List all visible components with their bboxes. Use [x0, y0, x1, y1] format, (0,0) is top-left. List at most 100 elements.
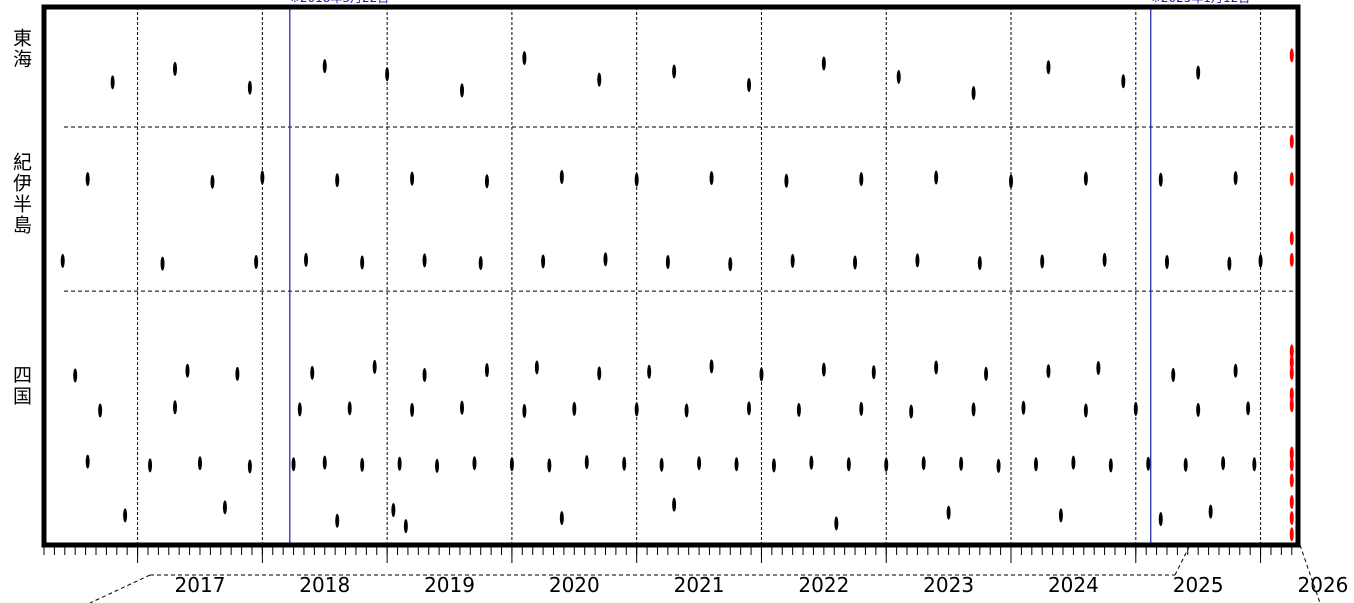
- tremor-point: [1183, 457, 1188, 472]
- tremor-point: [790, 253, 795, 268]
- tremor-point: [1289, 527, 1294, 542]
- tremor-point: [746, 78, 751, 93]
- tremor-point: [385, 67, 390, 82]
- tremor-point: [934, 360, 939, 375]
- tremor-point: [746, 401, 751, 416]
- region-label: 東海: [10, 28, 32, 70]
- tremor-point: [672, 64, 677, 79]
- region-label: 紀伊半島: [10, 152, 32, 236]
- tremor-point: [915, 253, 920, 268]
- tremor-point: [335, 513, 340, 528]
- tremor-point: [160, 256, 165, 271]
- tremor-point: [1046, 364, 1051, 379]
- tremor-point: [85, 172, 90, 187]
- tremor-point: [335, 173, 340, 188]
- tremor-point: [1083, 171, 1088, 186]
- x-tick-label: 2024: [1048, 573, 1099, 597]
- tremor-point: [821, 362, 826, 377]
- tremor-point: [1121, 74, 1126, 89]
- tremor-point: [1158, 512, 1163, 527]
- x-tick-label: 2019: [424, 573, 475, 597]
- tremor-point: [1171, 367, 1176, 382]
- tremor-point: [1246, 401, 1251, 416]
- tremor-point: [1033, 457, 1038, 472]
- tremor-point: [1046, 60, 1051, 75]
- tremor-point: [422, 367, 427, 382]
- tremor-point: [859, 172, 864, 187]
- tremor-point: [1071, 455, 1076, 470]
- tremor-point: [297, 402, 302, 417]
- tremor-point: [522, 404, 527, 419]
- tremor-point: [347, 401, 352, 416]
- tremor-point: [1021, 400, 1026, 415]
- x-tick-label: 2022: [798, 573, 849, 597]
- tremor-point: [977, 256, 982, 271]
- tremor-point: [859, 401, 864, 416]
- tremor-point: [959, 456, 964, 471]
- tremor-point: [934, 170, 939, 185]
- tremor-point: [460, 400, 464, 415]
- tremor-point: [397, 456, 402, 471]
- tremor-point: [634, 402, 639, 417]
- x-tick-label: 2018: [299, 573, 350, 597]
- tremor-point: [210, 174, 215, 189]
- tremor-point: [1289, 473, 1294, 488]
- tremor-point: [909, 404, 914, 419]
- tremor-point: [73, 368, 78, 383]
- tremor-point: [1196, 402, 1201, 417]
- x-tick-label: 2017: [175, 573, 226, 597]
- tremor-point: [98, 403, 103, 418]
- tremor-point: [1289, 511, 1294, 526]
- tremor-point: [110, 75, 115, 90]
- tremor-point: [1102, 252, 1107, 267]
- x-tick-label: 2021: [674, 573, 725, 597]
- tremor-point: [1058, 508, 1063, 523]
- tremor-point: [1196, 65, 1201, 80]
- tremor-point: [360, 457, 365, 472]
- tremor-point: [884, 457, 889, 472]
- zoom-guide: [1299, 544, 1321, 603]
- tremor-point: [185, 363, 190, 378]
- tremor-point: [672, 497, 677, 512]
- tremor-point: [522, 51, 527, 66]
- tremor-point: [559, 511, 564, 526]
- tremor-point: [391, 503, 396, 518]
- x-tick-label: 2023: [923, 573, 974, 597]
- tremor-point: [709, 171, 714, 186]
- tremor-point: [634, 172, 639, 187]
- tremor-point: [1289, 344, 1294, 359]
- tremor-point: [697, 456, 702, 471]
- tremor-point: [971, 86, 976, 101]
- tremor-point: [1233, 363, 1238, 378]
- tremor-point: [834, 516, 839, 531]
- tremor-point: [647, 364, 652, 379]
- tremor-point: [435, 458, 440, 473]
- tremor-point: [1009, 174, 1014, 189]
- tremor-point: [235, 366, 240, 381]
- tremor-point: [1164, 255, 1169, 270]
- tremor-point: [410, 402, 415, 417]
- tremor-point: [784, 173, 789, 188]
- tremor-point: [572, 401, 577, 416]
- tremor-point: [247, 80, 252, 95]
- tremor-point: [1289, 231, 1294, 246]
- tremor-point: [509, 457, 514, 472]
- tremor-point: [1289, 355, 1294, 370]
- tremor-point: [1289, 494, 1294, 509]
- tremor-point: [728, 257, 733, 272]
- tremor-point: [1133, 401, 1138, 416]
- tremor-point: [665, 255, 670, 270]
- tremor-point: [809, 455, 814, 470]
- tremor-point: [871, 365, 876, 380]
- tremor-point: [1233, 171, 1238, 186]
- x-tick-label: 2025: [1173, 573, 1224, 597]
- tremor-point: [403, 519, 408, 534]
- zoom-guide: [89, 574, 151, 603]
- tremor-point: [304, 252, 309, 267]
- tremor-point: [372, 359, 377, 374]
- tremor-point: [60, 253, 65, 268]
- tremor-point: [472, 456, 477, 471]
- tremor-point: [971, 402, 976, 417]
- tremor-point: [846, 457, 851, 472]
- x-tick-label: 2026: [1298, 573, 1349, 597]
